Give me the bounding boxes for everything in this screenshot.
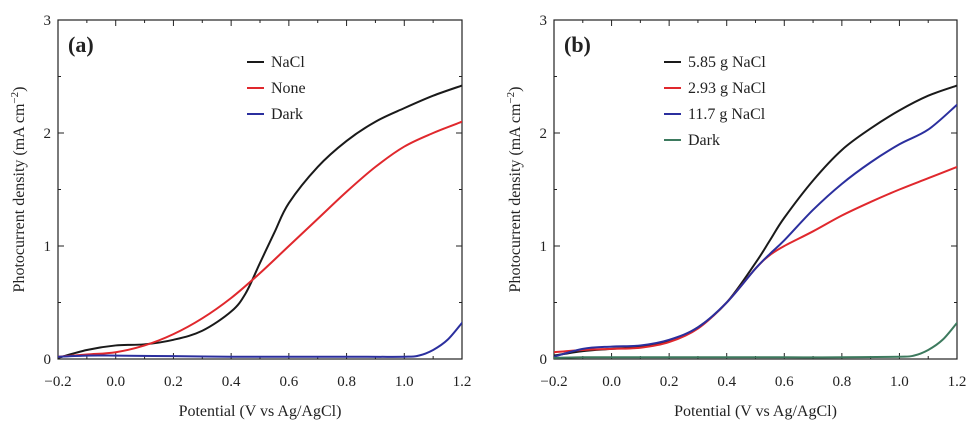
plot-frame	[57, 19, 463, 360]
series-line-2	[554, 103, 957, 358]
y-tick-label: 1	[540, 239, 548, 255]
panel-b: −0.2 0.0 0.2 0.4 0.6 0.8 1.0 1.2 0 1 2 3 Potential (…	[505, 13, 966, 420]
y-tick-label: 3	[44, 13, 52, 29]
y-axis-label: Photocurrent density (mA cm−2)	[9, 87, 28, 293]
y-axis-label-close: )	[507, 87, 524, 92]
x-axis-label: Potential (V vs Ag/AgCl)	[179, 403, 342, 420]
y-axis-label-main: Photocurrent density (mA cm	[507, 103, 524, 292]
x-tick-label: 0.0	[602, 374, 621, 390]
y-tick-label: 3	[540, 13, 548, 29]
y-axis-label: Photocurrent density (mA cm−2)	[505, 87, 524, 293]
legend-label: Dark	[688, 132, 720, 149]
x-tick-label: −0.2	[540, 374, 567, 390]
legend-label: 5.85 g NaCl	[688, 54, 766, 71]
y-tick-label: 1	[44, 239, 52, 255]
x-axis-label: Potential (V vs Ag/AgCl)	[674, 403, 837, 420]
y-axis-label-main: Photocurrent density (mA cm	[11, 103, 28, 292]
x-tick-label: 0.6	[775, 374, 794, 390]
y-tick-label: 2	[44, 126, 52, 142]
series-line-2	[58, 321, 462, 358]
legend-label: 2.93 g NaCl	[688, 80, 766, 97]
y-axis-label-superscript: −2	[9, 92, 21, 104]
x-tick-label: 0.8	[832, 374, 851, 390]
panel-a: −0.2 0.0 0.2 0.4 0.6 0.8 1.0 1.2 0 1 2 3 Potential (…	[9, 13, 471, 420]
y-tick-label: 2	[540, 126, 548, 142]
x-tick-label: 0.4	[717, 374, 736, 390]
panel-label: (b)	[564, 32, 591, 57]
y-tick-label: 0	[44, 352, 52, 368]
legend-label: None	[271, 80, 306, 97]
series-line-1	[58, 120, 462, 358]
y-axis-label-superscript: −2	[505, 92, 517, 104]
y-tick-label: 0	[540, 352, 548, 368]
series-line-0	[554, 84, 957, 357]
series-line-0	[58, 84, 462, 359]
x-tick-label: 1.0	[890, 374, 909, 390]
x-tick-label: 1.0	[395, 374, 414, 390]
legend-label: 11.7 g NaCl	[688, 106, 766, 123]
series-line-3	[554, 321, 957, 359]
x-tick-label: 0.0	[106, 374, 125, 390]
legend-label: NaCl	[271, 54, 305, 71]
x-tick-label: 0.6	[279, 374, 298, 390]
legend-label: Dark	[271, 106, 303, 123]
x-tick-label: 0.8	[337, 374, 356, 390]
series-line-1	[554, 165, 957, 354]
x-tick-label: −0.2	[44, 374, 71, 390]
y-axis-label-close: )	[11, 87, 28, 92]
x-tick-label: 1.2	[948, 374, 967, 390]
panel-label: (a)	[68, 32, 94, 57]
x-tick-label: 0.2	[164, 374, 183, 390]
x-tick-label: 0.4	[222, 374, 241, 390]
x-tick-label: 0.2	[660, 374, 679, 390]
x-tick-label: 1.2	[453, 374, 472, 390]
